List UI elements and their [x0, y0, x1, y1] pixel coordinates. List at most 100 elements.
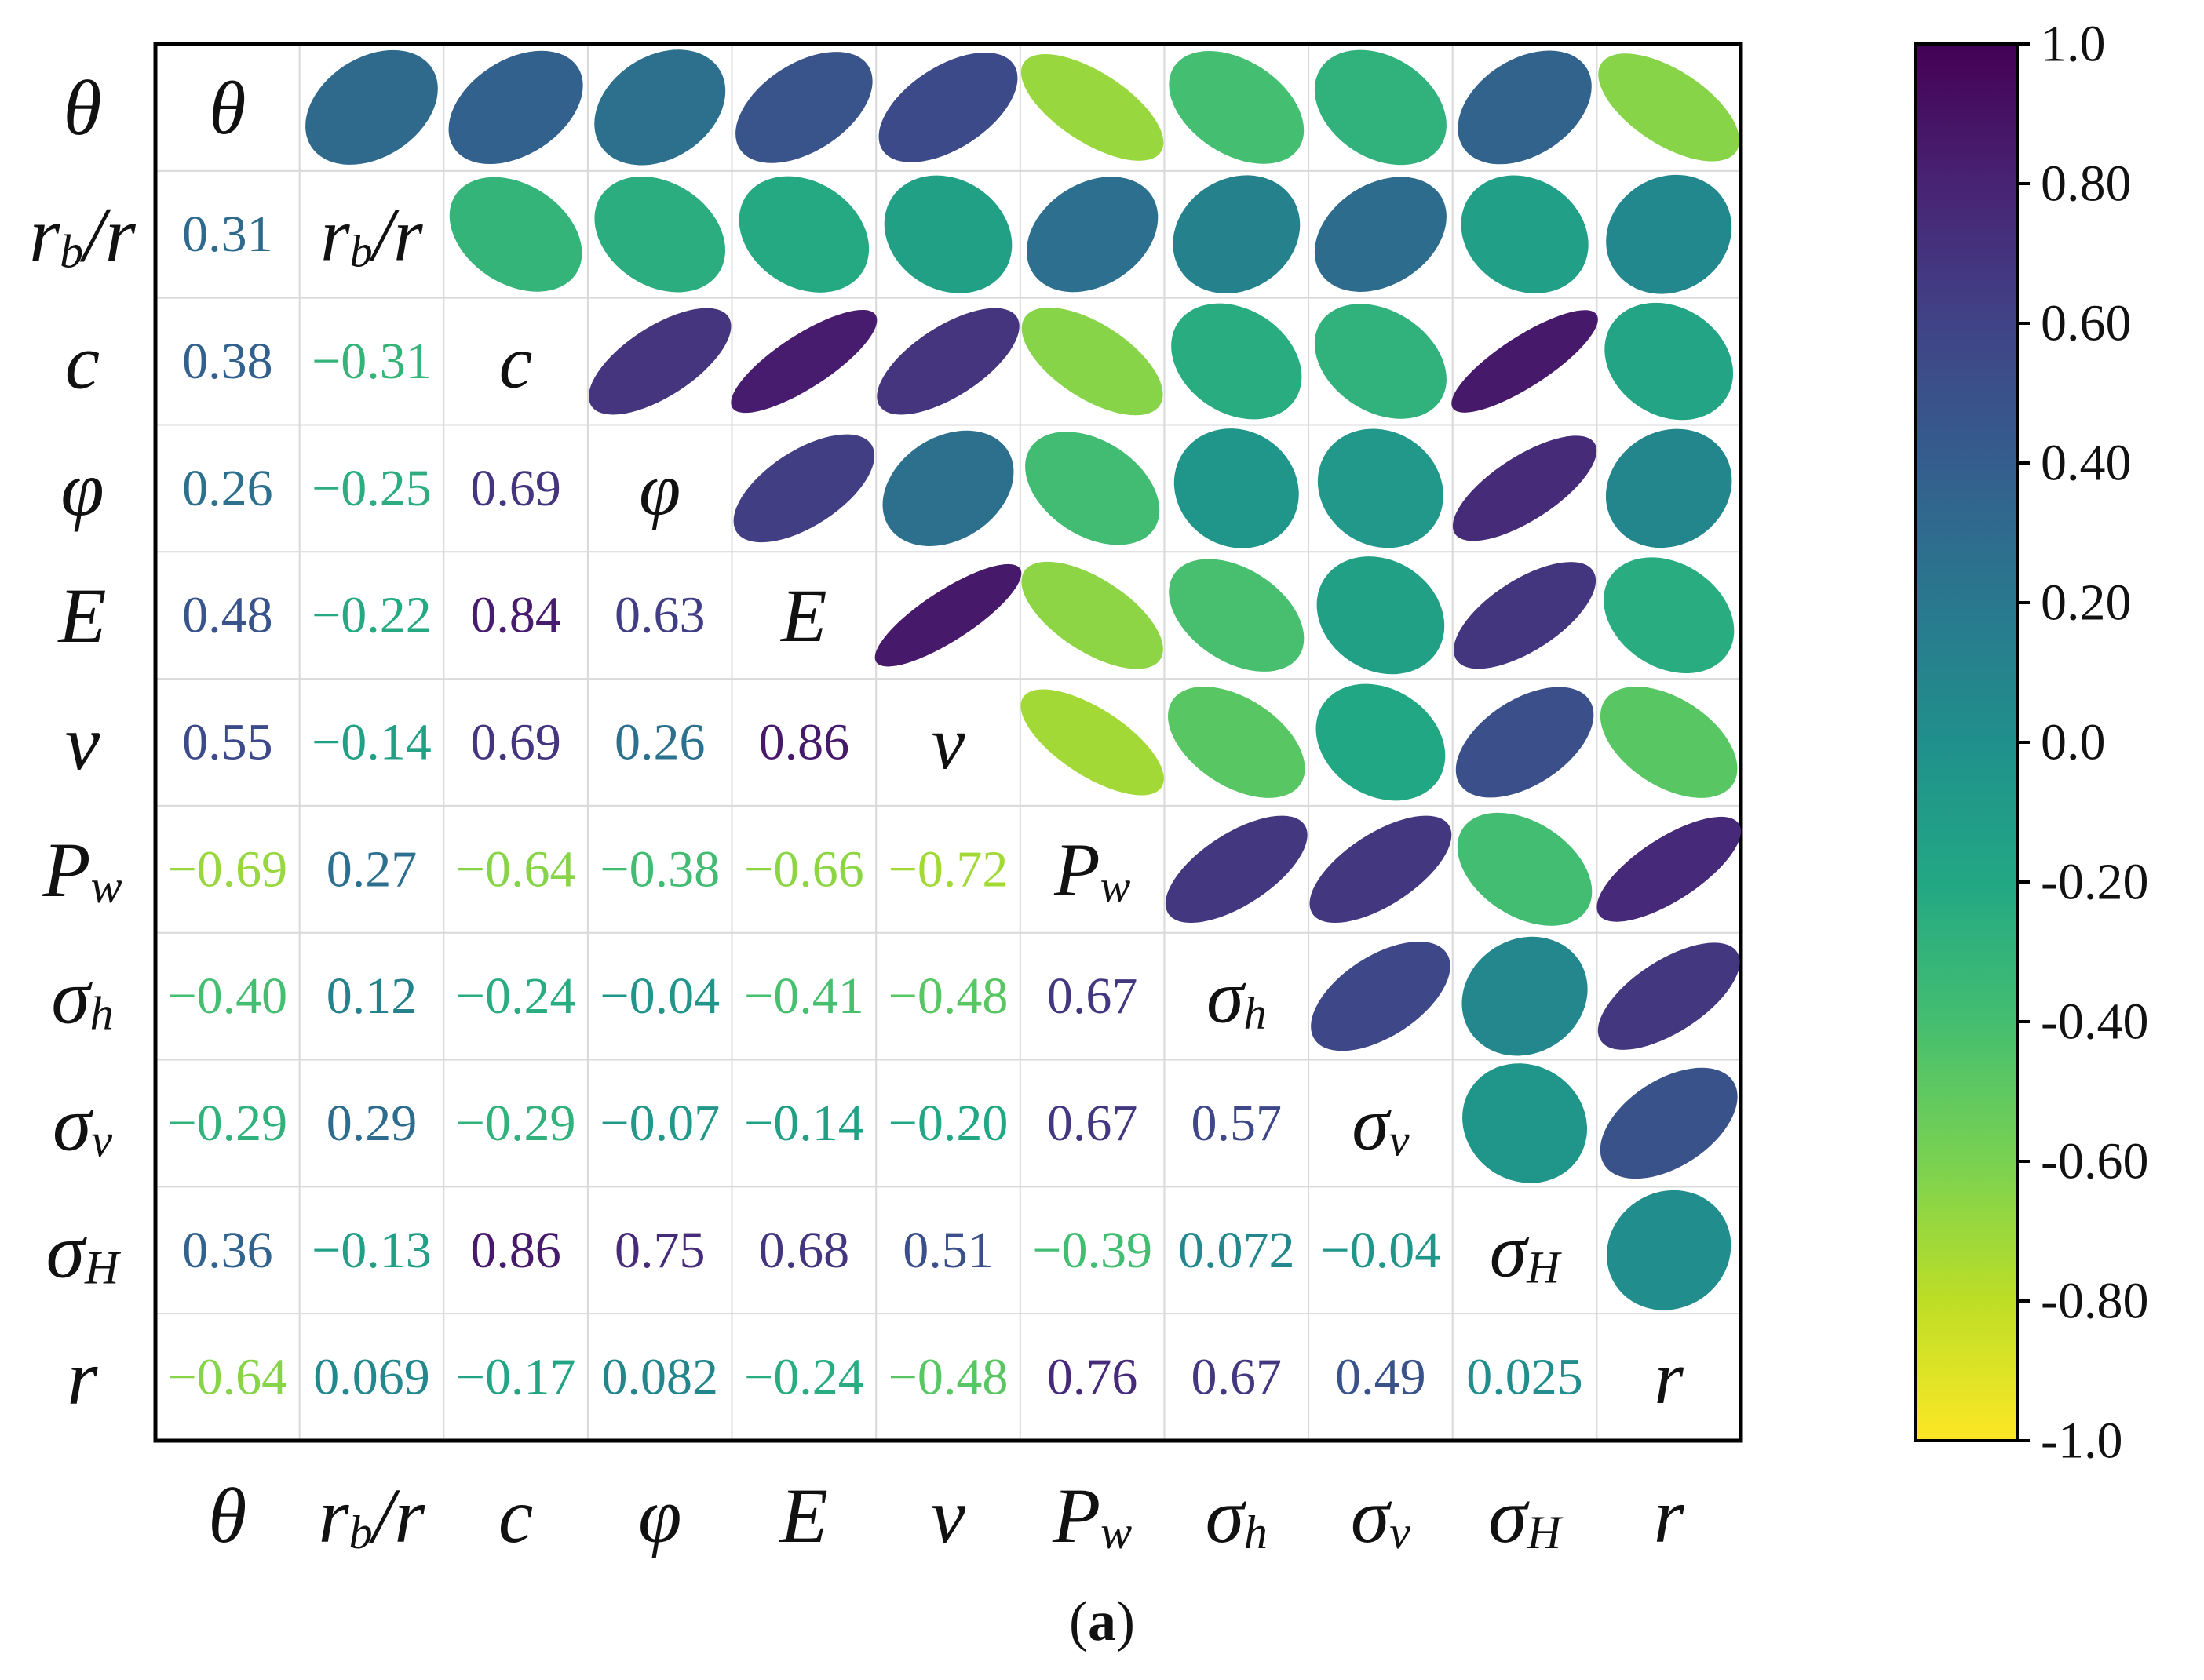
correlation-ellipse	[731, 309, 878, 414]
column-label: r	[1654, 1472, 1685, 1559]
correlation-value: 0.86	[759, 714, 850, 771]
colorbar-tick-label: -0.20	[2041, 854, 2148, 911]
correlation-ellipse	[1605, 428, 1732, 548]
correlation-value: −0.07	[600, 1095, 720, 1152]
correlation-ellipse	[1171, 303, 1302, 420]
column-label: σH	[1488, 1472, 1564, 1559]
correlation-value: 0.36	[182, 1222, 273, 1279]
correlation-ellipse	[594, 176, 726, 293]
correlation-value: −0.24	[744, 1349, 864, 1406]
diagonal-variable-label: Pw	[1053, 827, 1131, 911]
correlation-ellipse	[1025, 432, 1160, 545]
correlation-ellipse	[594, 49, 726, 166]
correlation-value: 0.67	[1047, 1095, 1138, 1152]
correlation-value: 0.63	[615, 587, 706, 644]
correlation-ellipse	[1451, 310, 1598, 413]
colorbar-tick-label: 0.0	[2041, 714, 2106, 771]
colorbar-tick-label: 0.20	[2041, 574, 2132, 632]
row-label: c	[65, 318, 100, 405]
correlation-ellipse	[1461, 936, 1588, 1056]
column-label: c	[498, 1472, 533, 1559]
correlation-value: 0.51	[903, 1222, 994, 1279]
correlation-ellipse	[1020, 53, 1164, 161]
correlation-ellipse	[1596, 816, 1741, 922]
correlation-ellipse	[1169, 51, 1305, 164]
correlation-ellipse	[1314, 304, 1447, 419]
diagonal-variable-label: E	[779, 574, 827, 658]
correlation-value: −0.24	[456, 968, 576, 1025]
correlation-ellipse	[448, 50, 583, 165]
colorbar-tick-label: -0.80	[2041, 1273, 2148, 1330]
correlation-value: −0.14	[744, 1095, 864, 1152]
correlation-value: 0.68	[759, 1222, 850, 1279]
correlation-value: −0.41	[744, 968, 864, 1025]
diagonal-variable-label: c	[499, 319, 533, 403]
correlation-ellipse	[1315, 683, 1446, 801]
correlation-ellipse	[1314, 177, 1447, 292]
correlation-ellipse	[884, 175, 1013, 293]
correlation-value: 0.76	[1047, 1349, 1138, 1406]
correlation-ellipse	[1314, 49, 1447, 166]
correlation-value: 0.38	[182, 333, 273, 390]
colorbar-tick-label: 1.0	[2041, 16, 2106, 73]
correlation-value: −0.40	[167, 968, 287, 1025]
correlation-ellipse	[1021, 561, 1163, 669]
correlation-value: 0.27	[327, 840, 418, 898]
correlation-ellipse	[1598, 53, 1740, 162]
correlation-ellipse	[1316, 556, 1445, 675]
column-label: v	[931, 1472, 966, 1559]
correlation-ellipse	[882, 430, 1014, 546]
correlation-ellipse	[1021, 307, 1163, 416]
row-label: φ	[60, 445, 104, 532]
row-label: σv	[53, 1080, 112, 1167]
correlation-ellipse	[1173, 175, 1301, 294]
figure-caption: (a)	[1069, 1590, 1135, 1653]
correlation-ellipse	[1457, 812, 1593, 926]
correlation-ellipse	[1317, 428, 1443, 548]
diagonal-variable-label: σv	[1352, 1081, 1409, 1165]
row-label: r	[68, 1334, 99, 1421]
diagonal-variable-label: v	[932, 701, 965, 785]
correlation-value: 0.48	[182, 587, 273, 644]
correlation-value: 0.69	[470, 460, 561, 517]
correlation-ellipse	[1173, 428, 1299, 548]
matrix-cells: θ 0.31 rb/r 0.38 −0.31 c 0.26 −0.25 0.69 φ 0.48 −0.…	[167, 49, 1741, 1419]
colorbar-gradient	[1914, 42, 2019, 1442]
correlation-ellipse	[739, 176, 870, 293]
correlation-value: −0.17	[456, 1349, 576, 1406]
correlation-ellipse	[1606, 1190, 1731, 1310]
correlation-value: 0.12	[327, 968, 418, 1025]
column-label: φ	[638, 1472, 681, 1559]
correlation-ellipse	[1454, 562, 1596, 669]
row-label: Pw	[42, 825, 122, 913]
correlation-ellipse	[1452, 435, 1597, 541]
correlation-value: −0.38	[600, 840, 720, 898]
correlation-value: −0.31	[312, 333, 432, 390]
correlation-ellipse	[1604, 557, 1735, 674]
column-label: rb/r	[319, 1472, 426, 1559]
row-label: σh	[51, 953, 113, 1040]
column-label: σv	[1351, 1472, 1410, 1559]
row-label: E	[57, 572, 106, 659]
correlation-value: 0.072	[1178, 1222, 1295, 1279]
correlation-value: 0.025	[1466, 1349, 1583, 1406]
correlation-ellipse	[1597, 942, 1740, 1050]
correlation-value: −0.66	[744, 840, 864, 898]
column-label: θ	[208, 1472, 246, 1559]
grid-lines	[153, 42, 1743, 1443]
row-label: σH	[46, 1207, 122, 1294]
correlation-value: −0.29	[456, 1095, 576, 1152]
correlation-ellipse	[1606, 174, 1732, 294]
colorbar-tick-label: -0.60	[2041, 1133, 2148, 1190]
diagonal-variable-label: r	[1655, 1336, 1684, 1419]
correlation-value: 0.49	[1335, 1349, 1426, 1406]
correlation-ellipse	[1168, 687, 1305, 798]
column-label: Pw	[1052, 1472, 1132, 1559]
correlation-value: 0.069	[313, 1349, 430, 1406]
diagonal-variable-label: σh	[1206, 954, 1266, 1038]
correlation-ellipse	[589, 308, 732, 415]
correlation-value: −0.13	[312, 1222, 432, 1279]
correlation-ellipse	[1461, 175, 1589, 293]
